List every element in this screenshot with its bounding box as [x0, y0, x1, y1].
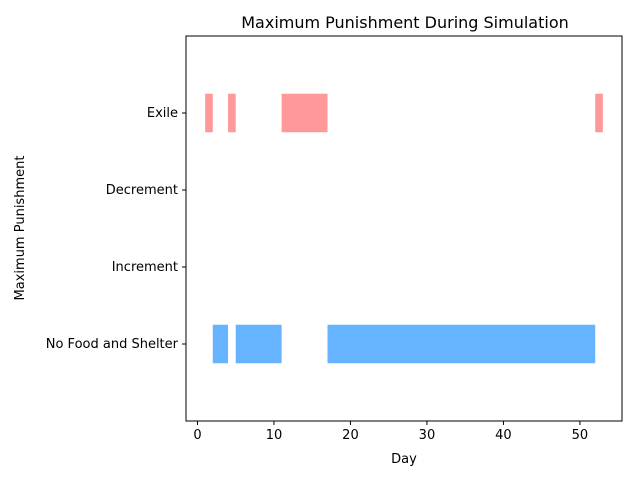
- bar-exile-0: [205, 93, 213, 133]
- x-tick-label: 10: [266, 428, 283, 443]
- bars-layer: [205, 93, 603, 364]
- x-axis-ticks: 0 10 20 30 40 50: [193, 421, 588, 443]
- y-tick-label: Exile: [147, 106, 178, 121]
- x-tick-label: 20: [342, 428, 359, 443]
- bar-no-food-and-shelter-1: [235, 324, 282, 364]
- y-tick-label: Increment: [112, 260, 178, 275]
- bar-no-food-and-shelter-2: [327, 324, 596, 364]
- y-tick-label: Decrement: [106, 183, 178, 198]
- x-axis-label: Day: [391, 452, 417, 467]
- x-tick-label: 50: [572, 428, 589, 443]
- chart-title: Maximum Punishment During Simulation: [241, 13, 569, 32]
- y-axis-ticks: No Food and Shelter Increment Decrement Exi…: [46, 106, 186, 352]
- plot-frame: [185, 35, 623, 422]
- x-tick-label: 40: [495, 428, 512, 443]
- x-tick-label: 0: [193, 428, 201, 443]
- bar-exile-1: [228, 93, 236, 133]
- bar-exile-3: [595, 93, 603, 133]
- x-tick-label: 30: [419, 428, 436, 443]
- bar-exile-2: [281, 93, 328, 133]
- bar-no-food-and-shelter-0: [212, 324, 229, 364]
- y-tick-label: No Food and Shelter: [46, 337, 179, 352]
- y-axis-label: Maximum Punishment: [13, 156, 28, 301]
